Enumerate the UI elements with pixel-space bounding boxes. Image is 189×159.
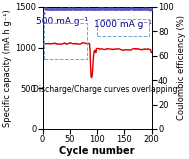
Text: 1000 mA g⁻¹: 1000 mA g⁻¹	[94, 20, 152, 29]
Y-axis label: Coulombic efficiency (%): Coulombic efficiency (%)	[177, 15, 186, 120]
X-axis label: Cycle number: Cycle number	[59, 145, 135, 156]
Y-axis label: Specific capacity (mA h g⁻¹): Specific capacity (mA h g⁻¹)	[3, 9, 12, 127]
Text: Discharge/Charge curves overlapping: Discharge/Charge curves overlapping	[33, 85, 178, 94]
Text: 500 mA g⁻¹: 500 mA g⁻¹	[36, 17, 88, 26]
